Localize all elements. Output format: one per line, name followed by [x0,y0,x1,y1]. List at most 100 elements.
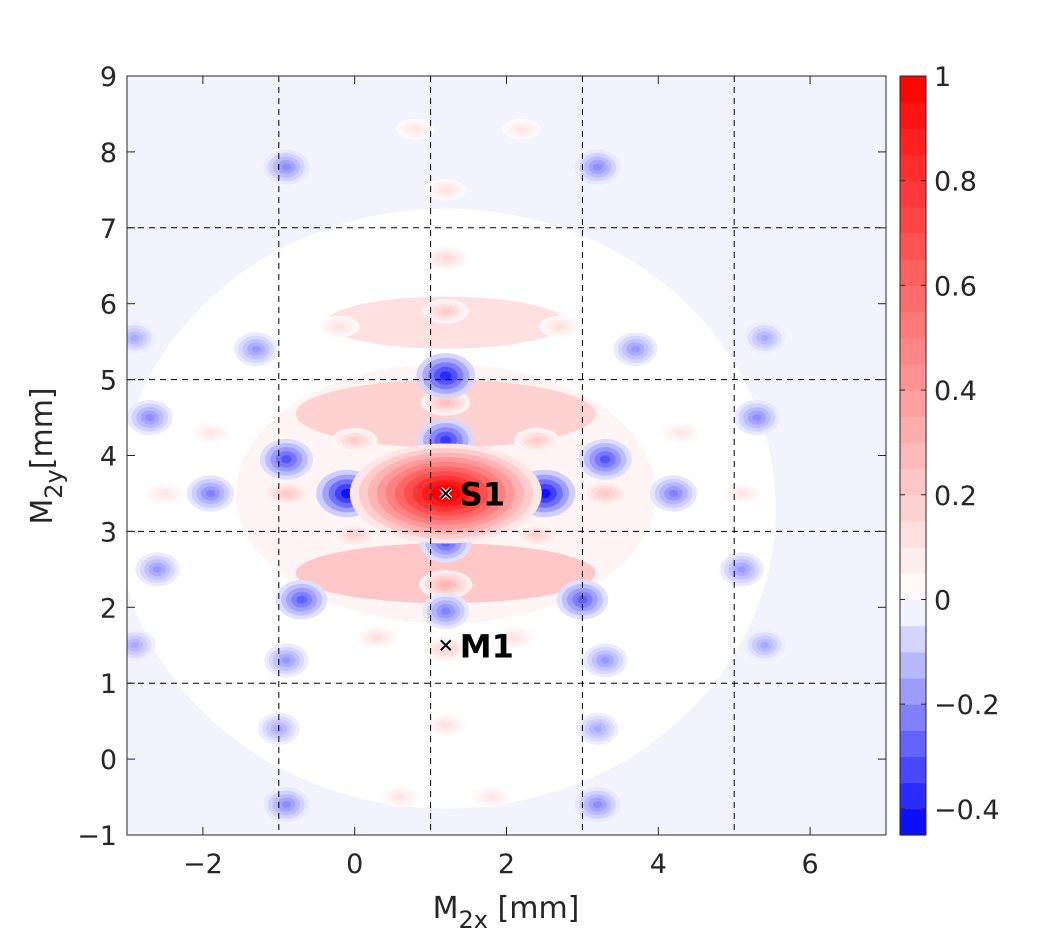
y-tick-label: 1 [100,669,117,700]
y-tick-label: 5 [100,366,117,397]
negative-lobe-level [130,642,139,649]
negative-lobe [127,321,156,355]
colorbar-step [900,677,926,705]
negative-lobe-level [281,163,291,171]
positive-lobe [396,118,435,140]
negative-lobe [416,353,476,399]
colorbar-step [900,102,926,129]
marker-cross [440,639,452,651]
negative-lobe-level [440,435,452,445]
y-axis-label: M2y[mm] [25,387,68,524]
positive-lobe-level [206,430,215,435]
colorbar-step [900,599,926,627]
positive-lobe-level [441,255,450,261]
negative-lobe-level [577,595,588,604]
negative-lobe [578,438,632,480]
negative-lobe [127,629,156,662]
colorbar-step [900,651,926,679]
colorbar-step [900,233,926,260]
negative-lobe [263,149,310,185]
y-axis-label-unit: [mm] [25,387,60,469]
colorbar-step [900,180,926,208]
positive-lobe [331,428,378,453]
positive-lobe-level [373,635,382,640]
negative-lobe [743,321,786,355]
marker-cross [440,487,452,500]
colorbar-step [900,337,926,365]
positive-lobe [514,523,560,548]
dashed-grid [127,76,886,835]
colorbar-step [900,704,926,731]
negative-lobe-level [152,565,162,573]
negative-lobe [649,475,698,512]
x-tick-label: 2 [498,849,515,880]
negative-lobe [275,579,328,620]
colorbar-frame [899,75,927,836]
marker-m1: M1 [439,627,514,665]
positive-lobe-level [677,430,685,435]
positive-lobe-level [441,187,450,193]
markers: S1 M1 [439,475,514,665]
negative-lobe-level [296,595,307,604]
negative-lobe-level [281,801,291,809]
negative-lobe [263,787,310,823]
positive-lobe [722,483,762,504]
colorbar-tick-label: 0.4 [934,376,977,407]
negative-lobe [613,332,658,367]
x-tick-labels: −2 0 2 4 6 [183,849,819,880]
negative-lobe-level [205,489,216,498]
negative-lobe-level [593,725,602,732]
x-axis-label-unit: [mm] [488,891,579,926]
negative-lobe-level [631,345,640,353]
y-axis-label-sub: 2y [40,469,68,498]
colorbar-tick-label: −0.4 [934,795,1000,826]
positive-lobe-level [440,581,452,588]
colorbar-step [900,363,926,391]
marker-s1: S1 [439,475,505,513]
positive-lobe-level [555,324,564,329]
y-tick-label: 8 [100,138,117,169]
positive-lobe-level [510,635,519,640]
positive-lobe [319,315,360,338]
y-tick-label: 4 [100,442,117,473]
positive-lobe-level [411,127,420,132]
y-tick-label: 9 [100,62,117,93]
positive-lobe [472,786,511,808]
colorbar-step [900,730,926,758]
negative-lobe [556,579,609,620]
colorbar-step [900,573,926,601]
positive-lobe [424,246,467,270]
colorbar-step [900,625,926,653]
positive-lobe-level [487,794,496,800]
negative-lobe-level [599,455,611,464]
marker-label: S1 [460,475,505,513]
colorbar-step [900,808,926,836]
axis-ticks [127,75,886,836]
heatmap-field [127,118,786,823]
x-tick-label: −2 [183,849,223,880]
negative-lobe-level [281,657,291,664]
positive-lobe-level [532,532,542,538]
negative-lobe-level [752,414,762,422]
y-tick-label: 2 [100,593,117,624]
y-tick-label: −1 [77,821,117,852]
positive-lobe-level [441,308,451,314]
colorbar-step [900,311,926,339]
negative-lobe-level [760,334,769,342]
positive-lobe-level [737,491,746,496]
y-tick-label: 3 [100,517,117,548]
positive-lobe-level [441,722,450,728]
colorbar-step [900,76,926,103]
negative-lobe [719,552,764,587]
colorbar-step [900,547,926,574]
negative-lobe-level [760,642,769,649]
colorbar-step [900,468,926,496]
negative-lobe-level [737,565,747,573]
positive-lobe-level [440,399,451,406]
colorbar-tick-label: 0.8 [934,167,977,198]
y-axis-label-main: M [25,499,60,525]
x-axis-label: M2x [mm] [433,891,580,934]
colorbar-step [900,442,926,470]
positive-lobe [419,570,473,599]
